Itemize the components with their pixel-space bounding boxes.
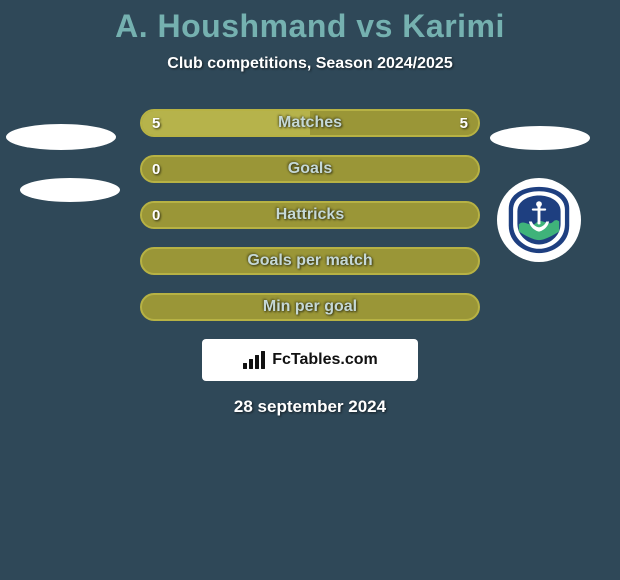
brand-text: FcTables.com — [272, 351, 378, 369]
brand-bars-icon — [242, 349, 268, 371]
brand-box: FcTables.com — [202, 339, 418, 381]
row-hattricks: 0 Hattricks — [140, 201, 480, 229]
bar-fill-right — [310, 111, 478, 135]
bar-fill-left — [142, 111, 310, 135]
bar-fill-left — [142, 157, 478, 181]
row-goals: 0 Goals — [140, 155, 480, 183]
subtitle: Club competitions, Season 2024/2025 — [0, 55, 620, 73]
bar-fill-left — [142, 203, 478, 227]
row-min-per-goal: Min per goal — [140, 293, 480, 321]
bar-track — [140, 247, 480, 275]
page-title: A. Houshmand vs Karimi — [0, 0, 620, 45]
footer-date: 28 september 2024 — [0, 397, 620, 417]
bar-track — [140, 109, 480, 137]
row-matches: 5 Matches 5 — [140, 109, 480, 137]
bar-track — [140, 201, 480, 229]
comparison-bars: 5 Matches 5 0 Goals 0 Hattricks Goals pe… — [0, 109, 620, 321]
bar-track — [140, 293, 480, 321]
row-goals-per-match: Goals per match — [140, 247, 480, 275]
bar-track — [140, 155, 480, 183]
